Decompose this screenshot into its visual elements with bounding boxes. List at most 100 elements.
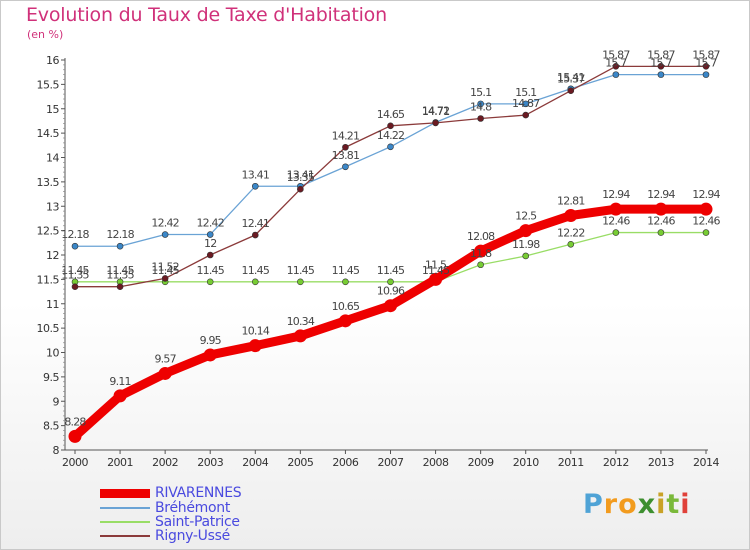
- data-point-rivarennes: [564, 209, 578, 223]
- data-point-rigny-usse: [657, 63, 665, 70]
- data-label-rivarennes: 10.34: [287, 315, 315, 328]
- data-labels-layer: 8.28 9.11 9.57 9.95 10.14 10.34 10.65 10.96 11.5…: [61, 48, 721, 428]
- x-tick-label: 2003: [197, 456, 223, 469]
- data-point-rigny-usse: [297, 185, 304, 193]
- legend-label-brehemont: Bréhémont: [155, 500, 231, 516]
- legend-swatch-rigny-usse: [100, 535, 150, 537]
- x-tick-label: 2002: [152, 456, 178, 469]
- legend-item-brehemont[interactable]: Bréhémont: [100, 500, 350, 516]
- data-label-rigny-usse: 14.71: [422, 105, 450, 118]
- y-tick-label: 8: [53, 444, 60, 457]
- data-point-rigny-usse: [612, 63, 620, 70]
- data-label-saint-patrice: 11.45: [151, 264, 179, 277]
- x-tick-label: 2011: [558, 456, 584, 469]
- legend-label-rigny-usse: Rigny-Ussé: [155, 528, 230, 544]
- data-label-rivarennes: 12.81: [557, 195, 585, 208]
- data-point-rigny-usse: [477, 115, 484, 122]
- data-point-saint-patrice: [477, 261, 484, 269]
- data-label-brehemont: 15.7: [695, 57, 717, 70]
- data-label-rigny-usse: 11.52: [151, 260, 179, 273]
- data-label-rigny-usse: 14.87: [512, 97, 540, 110]
- data-label-saint-patrice: 11.45: [287, 264, 315, 277]
- x-tick-label: 2001: [107, 456, 133, 469]
- logo-letter: x: [637, 489, 657, 520]
- data-label-brehemont: 15.1: [515, 86, 536, 99]
- data-label-rigny-usse: 15.87: [692, 48, 720, 61]
- data-point-saint-patrice: [342, 278, 349, 286]
- logo-letter: i: [680, 489, 691, 520]
- x-tick-label: 2005: [287, 456, 313, 469]
- data-point-rigny-usse: [522, 111, 530, 119]
- x-tick-label: 2007: [378, 456, 404, 469]
- data-label-rigny-usse: 15.87: [647, 48, 675, 61]
- data-point-rivarennes: [519, 224, 533, 238]
- data-point-saint-patrice: [612, 229, 620, 236]
- data-label-rigny-usse: 14.21: [332, 129, 360, 142]
- data-label-rivarennes: 8.28: [64, 415, 86, 428]
- logo-letter: i: [656, 489, 667, 520]
- data-point-brehemont: [612, 71, 620, 78]
- data-point-rivarennes: [248, 339, 262, 353]
- data-point-saint-patrice: [251, 278, 259, 286]
- data-label-brehemont: 12.42: [151, 217, 179, 230]
- proxiti-logo: Proxiti: [583, 489, 691, 520]
- data-point-brehemont: [477, 100, 484, 108]
- data-label-rigny-usse: 11.35: [61, 269, 89, 282]
- y-tick-label: 9: [53, 395, 60, 408]
- legend-item-rigny-usse[interactable]: Rigny-Ussé: [100, 528, 350, 544]
- y-tick-label: 10.5: [37, 322, 60, 335]
- y-tick-label: 14: [46, 152, 59, 165]
- data-point-brehemont: [387, 143, 394, 151]
- data-point-rivarennes: [384, 299, 397, 313]
- y-tick-label: 15: [46, 103, 59, 116]
- y-tick-label: 10: [46, 347, 59, 360]
- data-label-rigny-usse: 14.8: [470, 101, 492, 114]
- data-label-rigny-usse: 15.37: [557, 73, 585, 86]
- data-label-saint-patrice: 11.45: [332, 264, 360, 277]
- data-point-rivarennes: [338, 314, 352, 328]
- legend-label-rivarennes: RIVARENNES: [155, 485, 242, 501]
- data-point-saint-patrice: [657, 229, 665, 236]
- data-label-rivarennes: 10.14: [242, 325, 270, 338]
- legend-swatch-saint-patrice: [100, 521, 150, 523]
- data-point-rigny-usse: [342, 143, 349, 151]
- data-label-rigny-usse: 12.41: [242, 217, 270, 230]
- logo-letter: P: [583, 489, 604, 520]
- data-label-rigny-usse: 13.35: [287, 171, 315, 184]
- data-label-brehemont: 14.72: [422, 104, 450, 117]
- data-label-brehemont: 13.41: [242, 168, 270, 181]
- data-label-rivarennes: 12.94: [602, 188, 630, 201]
- legend-item-rivarennes[interactable]: RIVARENNES: [100, 485, 350, 501]
- data-label-saint-patrice: 11.45: [377, 264, 405, 277]
- data-point-saint-patrice: [567, 240, 575, 248]
- legend-item-saint-patrice[interactable]: Saint-Patrice: [100, 514, 350, 530]
- data-label-brehemont: 12.18: [61, 228, 89, 241]
- y-tick-label: 14.5: [37, 127, 60, 140]
- data-label-rigny-usse: 15.87: [602, 48, 630, 61]
- data-point-rivarennes: [113, 389, 127, 403]
- x-tick-label: 2000: [62, 456, 88, 469]
- data-label-rivarennes: 10.65: [332, 300, 360, 313]
- data-point-rigny-usse: [116, 283, 124, 290]
- y-tick-label: 11.5: [37, 273, 60, 286]
- y-tick-label: 15.5: [37, 78, 60, 91]
- y-tick-label: 11: [46, 298, 59, 311]
- legend-label-saint-patrice: Saint-Patrice: [155, 514, 240, 530]
- data-label-saint-patrice: 12.46: [692, 215, 720, 228]
- chart-title: Evolution du Taux de Taxe d'Habitation: [26, 4, 387, 26]
- data-label-saint-patrice: 11.45: [106, 264, 134, 277]
- data-point-brehemont: [251, 182, 259, 190]
- logo-letter: t: [666, 489, 681, 520]
- data-label-brehemont: 15.41: [557, 71, 585, 84]
- data-label-saint-patrice: 12.46: [602, 215, 630, 228]
- data-point-rivarennes: [609, 202, 623, 216]
- data-point-rivarennes: [654, 202, 668, 216]
- data-point-brehemont: [522, 100, 530, 108]
- series-line-rigny-usse: [74, 65, 707, 288]
- data-label-brehemont: 13.81: [332, 149, 360, 162]
- data-point-brehemont: [71, 242, 79, 250]
- x-tick-label: 2008: [423, 456, 449, 469]
- data-label-saint-patrice: 11.98: [512, 238, 540, 251]
- chart-axes: 8 8.5 9 9.5 10 10.5 11 11.5 12 12.5 13 13.5 14 14.5 15…: [37, 54, 720, 469]
